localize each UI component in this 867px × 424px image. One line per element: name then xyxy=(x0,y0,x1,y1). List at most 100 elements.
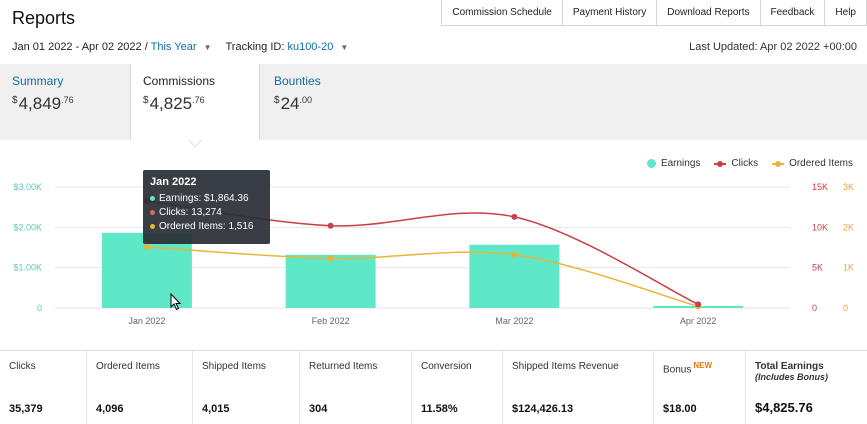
chart-tooltip: Jan 2022 Earnings: $1,864.36 Clicks: 13,… xyxy=(143,170,270,244)
stat-total-earnings: Total Earnings (Includes Bonus) $4,825.7… xyxy=(746,351,867,424)
x-axis-label: Mar 2022 xyxy=(495,316,533,326)
new-badge: NEW xyxy=(693,361,713,370)
earnings-swatch-icon xyxy=(646,159,656,168)
left-axis-tick: $1.00K xyxy=(13,263,42,273)
legend-item-ordered-items[interactable]: Ordered Items xyxy=(772,158,853,169)
stat-returned-items: Returned Items 304 xyxy=(300,351,412,424)
active-tab-pointer-icon xyxy=(188,139,202,147)
stat-ordered-items: Ordered Items 4,096 xyxy=(87,351,193,424)
mouse-cursor-icon xyxy=(170,293,182,311)
stat-label: Shipped Items Revenue xyxy=(512,361,619,372)
tracking-id-value: ku100-20 xyxy=(287,41,334,53)
tracking-label: Tracking ID: xyxy=(225,41,285,53)
right-axis-ordered-tick: 3K xyxy=(843,182,854,192)
ordered-items-swatch-icon xyxy=(772,160,785,167)
stat-value: 11.58% xyxy=(421,403,458,415)
tab-amount: $4,825.76 xyxy=(143,94,247,114)
stat-shipped-revenue: Shipped Items Revenue $124,426.13 xyxy=(503,351,654,424)
right-axis-ordered-tick: 0 xyxy=(843,303,848,313)
download-reports-button[interactable]: Download Reports xyxy=(656,0,761,26)
ordered-items-point xyxy=(327,255,334,262)
ordered-items-point xyxy=(511,251,518,258)
legend-label: Earnings xyxy=(660,158,701,169)
chart-svg: $3.00K 15K 3K $2.00K 10K 2K $1.00K 5K 1K 0 0 0 Jan 2… xyxy=(13,182,854,326)
right-axis-ordered-tick: 1K xyxy=(843,263,854,273)
tooltip-row-ordered: Ordered Items: 1,516 xyxy=(150,221,263,232)
right-axis-clicks-tick: 5K xyxy=(812,263,823,273)
tab-commissions[interactable]: Commissions $4,825.76 xyxy=(130,64,260,140)
clicks-bullet-icon xyxy=(150,210,155,215)
amount-whole: 24 xyxy=(280,94,300,113)
tab-label: Summary xyxy=(12,74,64,88)
stat-value: $124,426.13 xyxy=(512,403,574,415)
legend-item-clicks[interactable]: Clicks xyxy=(714,158,758,169)
clicks-swatch-icon xyxy=(714,160,727,167)
legend-label: Ordered Items xyxy=(789,158,853,169)
date-range-dropdown[interactable]: Jan 01 2022 - Apr 02 2022 / This Year ▼ xyxy=(12,41,212,53)
right-axis-clicks-tick: 10K xyxy=(812,222,828,232)
tooltip-earnings: Earnings: $1,864.36 xyxy=(159,193,249,204)
stat-value: $18.00 xyxy=(663,403,697,415)
amount-cents: .00 xyxy=(299,95,312,105)
stat-conversion: Conversion 11.58% xyxy=(412,351,503,424)
tab-summary[interactable]: Summary $4,849.76 xyxy=(0,64,130,140)
stat-label: Shipped Items xyxy=(202,361,266,372)
tooltip-row-earnings: Earnings: $1,864.36 xyxy=(150,193,263,204)
stat-label: Bonus NEW xyxy=(663,361,736,375)
tab-label: Commissions xyxy=(143,74,216,88)
tab-bounties[interactable]: Bounties $24.00 xyxy=(262,64,392,140)
ordered-items-line xyxy=(146,246,699,308)
help-button[interactable]: Help xyxy=(824,0,867,26)
top-nav: Commission Schedule Payment History Down… xyxy=(441,0,867,26)
bonus-label: Bonus xyxy=(663,364,692,376)
currency-symbol: $ xyxy=(12,95,18,106)
legend-item-earnings[interactable]: Earnings xyxy=(646,158,701,169)
tab-amount: $24.00 xyxy=(274,94,380,114)
amount-cents: .76 xyxy=(192,95,205,105)
chevron-down-icon: ▼ xyxy=(203,43,212,52)
stat-label: Clicks xyxy=(9,361,36,372)
clicks-point xyxy=(327,222,334,229)
amount-whole: 4,849 xyxy=(18,94,62,113)
stat-bonus: Bonus NEW $18.00 xyxy=(654,351,746,424)
earnings-chart: $3.00K 15K 3K $2.00K 10K 2K $1.00K 5K 1K 0 0 0 Jan 2… xyxy=(0,140,867,348)
earnings-bar xyxy=(285,254,376,308)
tooltip-title: Jan 2022 xyxy=(150,176,197,188)
commission-schedule-button[interactable]: Commission Schedule xyxy=(441,0,563,26)
chevron-down-icon: ▼ xyxy=(340,43,349,52)
stats-row: Clicks 35,379 Ordered Items 4,096 Shippe… xyxy=(0,350,867,424)
feedback-button[interactable]: Feedback xyxy=(759,0,826,26)
right-axis-ordered-tick: 2K xyxy=(843,222,854,232)
stat-value: 304 xyxy=(309,403,328,415)
header: Reports Commission Schedule Payment Hist… xyxy=(0,0,867,36)
ordered-items-point xyxy=(143,243,150,250)
tooltip-row-clicks: Clicks: 13,274 xyxy=(150,207,263,218)
amount-whole: 4,825 xyxy=(149,94,193,113)
ordered-bullet-icon xyxy=(150,224,155,229)
x-axis-label: Feb 2022 xyxy=(312,316,350,326)
earnings-bullet-icon xyxy=(150,196,155,201)
stat-value: 35,379 xyxy=(9,403,43,415)
currency-symbol: $ xyxy=(143,95,149,106)
date-range-text: Jan 01 2022 - Apr 02 2022 / xyxy=(12,41,151,53)
tracking-id-dropdown[interactable]: Tracking ID: ku100-20 ▼ xyxy=(226,41,349,53)
stat-label: Returned Items xyxy=(309,361,378,372)
stat-label: Total Earnings xyxy=(755,361,824,372)
stat-sublabel: (Includes Bonus) xyxy=(755,372,829,382)
clicks-point xyxy=(511,213,518,220)
x-axis-label: Apr 2022 xyxy=(680,316,717,326)
legend-label: Clicks xyxy=(731,158,759,169)
payment-history-button[interactable]: Payment History xyxy=(561,0,658,26)
left-axis-tick: $3.00K xyxy=(13,182,42,192)
right-axis-clicks-tick: 15K xyxy=(812,182,828,192)
tab-label: Bounties xyxy=(274,74,321,88)
summary-tabs: Summary $4,849.76 Commissions $4,825.76 … xyxy=(0,64,867,140)
last-updated: Last Updated: Apr 02 2022 +00:00 xyxy=(689,41,857,53)
stat-value: 4,015 xyxy=(202,403,230,415)
tooltip-ordered: Ordered Items: 1,516 xyxy=(159,221,254,232)
filter-bar: Jan 01 2022 - Apr 02 2022 / This Year ▼ … xyxy=(12,41,348,53)
stat-label: Conversion xyxy=(421,361,472,372)
stat-label: Ordered Items xyxy=(96,361,160,372)
page-title: Reports xyxy=(12,8,76,28)
stat-shipped-items: Shipped Items 4,015 xyxy=(193,351,300,424)
